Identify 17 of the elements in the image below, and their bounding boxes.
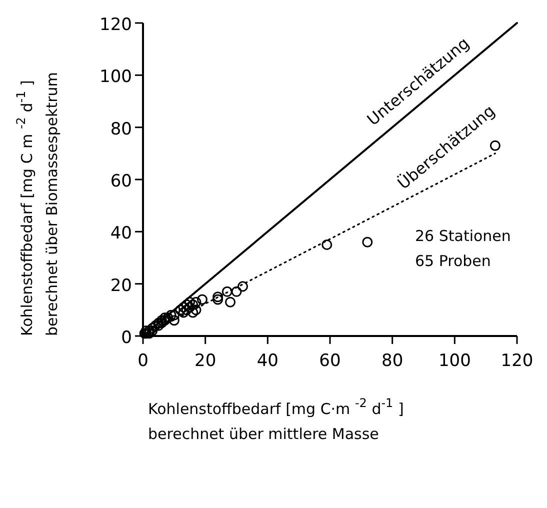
y-tick-label: 80 (110, 119, 132, 140)
y-tick-label: 0 (121, 328, 132, 348)
annotation: 65 Proben (415, 252, 491, 270)
annotation: 26 Stationen (415, 227, 511, 245)
x-tick-label: 120 (500, 351, 534, 371)
x-tick-label: 100 (438, 351, 471, 371)
x-tick-label: 0 (138, 351, 148, 371)
x-tick-label: 20 (194, 351, 216, 371)
y-tick-label: 20 (110, 276, 132, 296)
text: Kohlenstoffbedarf [mg C·m $^{-2}$ d$^{-1}$ ] berechnet über mittlere Masse (148, 396, 404, 443)
y-tick-label: 40 (110, 224, 132, 244)
y-tick-label: 100 (100, 67, 132, 88)
y-tick-label: 120 (100, 15, 132, 35)
y-tick-label: 60 (110, 172, 132, 192)
x-tick-label: 60 (319, 351, 341, 371)
x-tick-label: 40 (256, 351, 278, 371)
x-tick-label: 80 (382, 351, 404, 371)
